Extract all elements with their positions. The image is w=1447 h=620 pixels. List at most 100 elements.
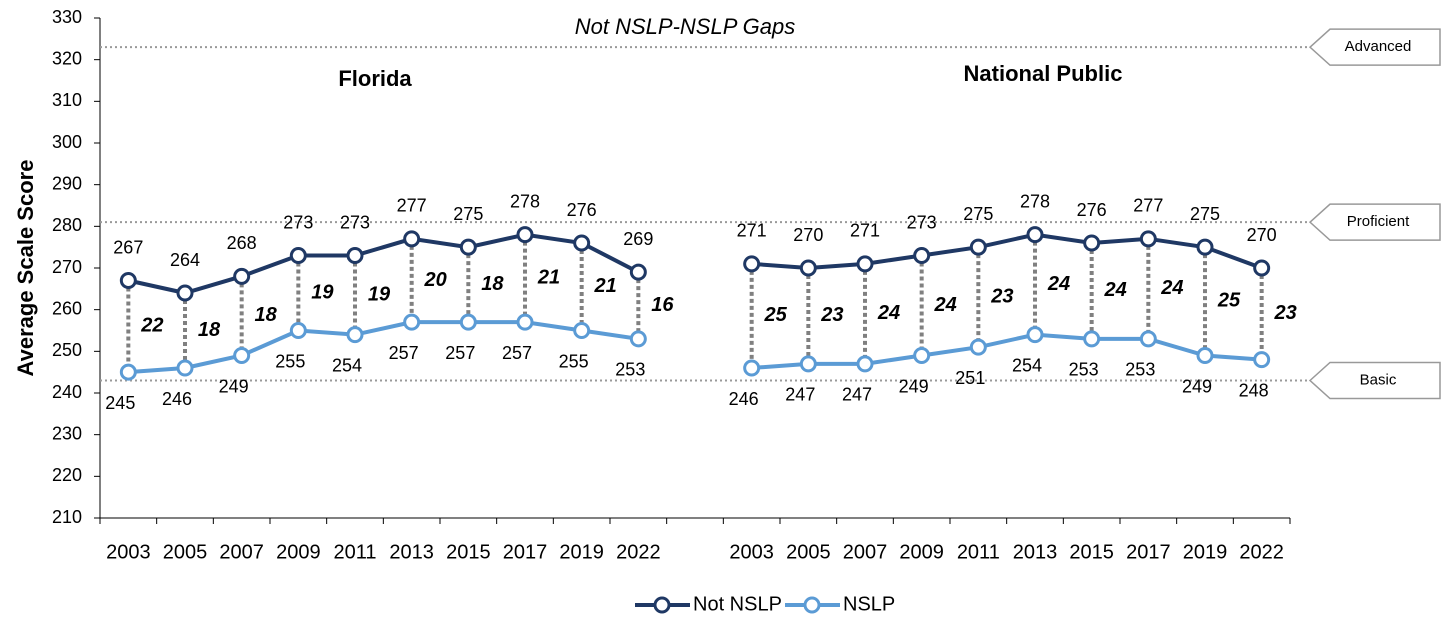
reference-label: Basic [1360,371,1397,388]
y-tick-label: 220 [52,465,82,485]
data-label: 270 [793,225,823,245]
y-tick-label: 320 [52,48,82,68]
x-tick-label: 2005 [163,541,208,563]
x-tick-label: 2017 [503,541,548,563]
y-tick-label: 330 [52,7,82,27]
data-point [119,272,137,289]
data-point [799,259,817,277]
data-point [856,255,874,273]
x-tick-label: 2003 [729,541,774,563]
x-tick-label: 2015 [1069,541,1114,563]
data-point [629,263,647,281]
data-label: 248 [1239,380,1269,400]
x-tick-label: 2003 [106,541,151,563]
data-point [1253,259,1271,277]
gap-label: 19 [368,283,391,305]
gap-label: 19 [311,281,334,303]
data-label: 257 [389,343,419,363]
gap-label: 25 [764,304,788,326]
data-label: 254 [1012,355,1042,375]
x-tick-label: 2017 [1126,541,1171,563]
x-tick-label: 2011 [333,541,376,563]
x-tick-label: 2013 [1013,541,1058,563]
data-label: 276 [567,200,597,220]
data-label: 257 [445,343,475,363]
x-tick-label: 2009 [899,541,944,563]
data-label: 273 [283,212,313,232]
y-tick-label: 260 [52,298,82,318]
data-point [289,322,307,339]
x-tick-label: 2013 [389,541,434,563]
data-label: 255 [559,351,589,371]
data-label: 277 [1133,196,1163,216]
panel-title: National Public [964,61,1123,86]
data-point [573,234,591,252]
data-point [629,330,647,348]
data-label: 278 [1020,191,1050,211]
reference-label: Proficient [1347,213,1410,230]
data-label: 253 [1069,360,1099,380]
data-label: 278 [510,191,540,211]
data-label: 257 [502,343,532,363]
gap-label: 23 [820,304,843,326]
reference-callout [1308,361,1441,400]
gap-label: 24 [1047,273,1070,295]
data-label: 249 [899,376,929,396]
x-tick-label: 2019 [1183,541,1228,563]
x-tick-label: 2022 [616,541,661,563]
gap-label: 22 [140,315,163,337]
x-tick-label: 2009 [276,541,321,563]
data-label: 255 [275,351,305,371]
data-label: 268 [227,233,257,253]
data-label: 253 [615,360,645,380]
data-label: 245 [105,393,135,413]
chart-subtitle: Not NSLP-NSLP Gaps [575,14,796,39]
series-line [751,232,1263,271]
data-point [403,230,421,248]
data-point [176,359,194,377]
data-point [743,255,761,273]
data-point [176,284,194,302]
y-tick-label: 290 [52,173,82,193]
data-label: 247 [842,385,872,405]
y-tick-label: 250 [52,340,82,360]
data-point [459,313,477,331]
data-point [516,313,534,331]
gap-label: 23 [990,285,1013,307]
data-point [1139,330,1157,348]
series-line [751,332,1262,370]
data-point [799,355,817,373]
data-label: 275 [453,204,483,224]
data-label: 253 [1125,360,1155,380]
data-point [913,347,931,364]
y-tick-label: 310 [52,90,82,110]
x-tick-label: 2007 [843,541,888,563]
data-label: 249 [219,376,249,396]
series-line [127,232,640,296]
gap-label: 18 [481,273,504,295]
data-point [1196,347,1214,364]
gap-label: 24 [934,294,957,316]
x-tick-label: 2019 [559,541,604,563]
data-label: 277 [397,196,427,216]
data-label: 271 [850,221,880,241]
data-label: 254 [332,355,362,375]
panel-title: Florida [338,66,412,91]
gap-label: 24 [1104,279,1127,301]
gap-label: 16 [651,294,674,316]
data-point [233,347,251,364]
gap-label: 18 [255,304,278,326]
data-point [346,247,364,264]
y-tick-label: 230 [52,423,82,443]
legend-marker [803,596,821,614]
data-label: 273 [340,212,370,232]
gap-label: 20 [424,269,447,291]
data-point [403,313,421,331]
data-point [1026,326,1044,344]
gap-label: 21 [594,275,617,297]
legend-label: Not NSLP [693,593,782,615]
data-point [1139,230,1157,248]
y-axis-label: Average Scale Score [13,160,38,377]
data-point [289,247,307,264]
